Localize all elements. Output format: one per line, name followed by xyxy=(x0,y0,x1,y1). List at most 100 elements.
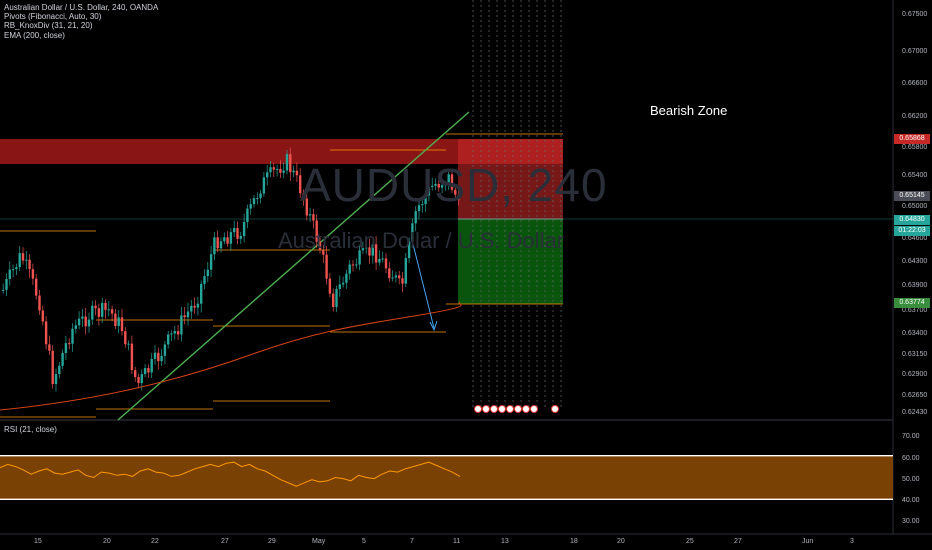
candle-body xyxy=(8,269,11,279)
candle-body xyxy=(223,237,226,242)
candle-body xyxy=(104,302,107,310)
candle-body xyxy=(256,198,259,200)
time-tick: May xyxy=(312,538,326,545)
rsi-label[interactable]: RSI (21, close) xyxy=(4,425,57,434)
candle-body xyxy=(407,241,411,259)
candle-body xyxy=(295,170,299,176)
candle-body xyxy=(246,208,249,222)
price-tick: 0.65400 xyxy=(902,172,928,179)
price-tick: 0.64300 xyxy=(902,258,928,265)
candle-body xyxy=(127,343,130,345)
candle-body xyxy=(279,168,282,173)
watermark-ticker: AUDUSD, 240 xyxy=(300,159,608,211)
rsi-tick: 60.00 xyxy=(902,455,920,462)
candle-body xyxy=(401,278,404,284)
candle-body xyxy=(2,289,5,291)
price-tick: 0.62900 xyxy=(902,371,928,378)
candle-body xyxy=(242,221,246,237)
candle-body xyxy=(368,247,371,256)
candle-body xyxy=(54,374,58,385)
candle-body xyxy=(262,177,266,194)
candle-body xyxy=(153,352,157,359)
candle-body xyxy=(94,305,97,309)
candle-body xyxy=(355,264,358,266)
candle-body xyxy=(170,333,173,335)
candle-body xyxy=(193,305,196,308)
candle-body xyxy=(348,264,351,274)
candle-body xyxy=(183,315,186,318)
candle-body xyxy=(427,186,431,196)
candle-body xyxy=(233,227,236,233)
time-tick: 29 xyxy=(268,538,276,545)
candle-body xyxy=(137,377,140,384)
rsi-line xyxy=(0,461,461,487)
candle-body xyxy=(398,275,401,279)
candle-body xyxy=(35,278,38,296)
candle-body xyxy=(173,331,176,334)
time-tick: Jun xyxy=(802,538,814,545)
candle-body xyxy=(209,254,213,270)
candle-body xyxy=(236,227,239,239)
candle-body xyxy=(414,211,417,224)
candle-body xyxy=(124,331,127,345)
indicator-knoxdiv[interactable]: RB_KnoxDiv (31, 21, 20) xyxy=(4,21,93,31)
candle-body xyxy=(147,368,150,373)
candle-body xyxy=(31,269,35,279)
candle-body xyxy=(229,232,233,244)
candle-body xyxy=(454,189,457,195)
candle-body xyxy=(11,269,15,271)
candle-body xyxy=(61,352,64,366)
candle-body xyxy=(332,293,335,307)
indicator-ema[interactable]: EMA (200, close) xyxy=(4,30,65,40)
candle-body xyxy=(134,370,137,378)
indicator-pivots[interactable]: Pivots (Fibonacci, Auto, 30) xyxy=(4,12,102,22)
candle-body xyxy=(411,223,414,242)
candle-body xyxy=(272,167,275,170)
candle-body xyxy=(110,309,114,314)
candle-body xyxy=(157,352,160,362)
candle-body xyxy=(140,374,143,384)
candle-body xyxy=(282,170,285,173)
rsi-tick: 30.00 xyxy=(902,518,920,525)
price-tick: 0.67500 xyxy=(902,11,928,18)
time-tick: 25 xyxy=(686,538,694,545)
candle-body xyxy=(315,220,318,242)
candle-body xyxy=(114,313,117,326)
price-tick: 0.63150 xyxy=(902,351,928,358)
candle-body xyxy=(97,308,101,317)
candle-body xyxy=(305,198,308,216)
candle-body xyxy=(77,318,81,326)
candle-body xyxy=(180,315,183,335)
bearish-zone-label[interactable]: Bearish Zone xyxy=(650,103,728,118)
divergence-marker xyxy=(522,405,530,413)
candle-body xyxy=(266,172,269,178)
ema-line xyxy=(0,301,462,411)
candle-body xyxy=(21,253,25,261)
candle-body xyxy=(226,237,229,244)
candle-body xyxy=(328,278,332,294)
candle-body xyxy=(41,310,44,322)
price-tick: 0.64600 xyxy=(902,235,928,242)
candle-body xyxy=(176,331,180,335)
candle-body xyxy=(374,244,378,263)
candle-body xyxy=(440,185,444,188)
time-tick: 3 xyxy=(850,538,854,545)
take-profit-zone xyxy=(458,219,563,304)
divergence-marker xyxy=(498,405,506,413)
stop-price-tag: 0.65868 xyxy=(894,134,930,144)
candle-body xyxy=(48,344,51,351)
trend-line xyxy=(117,111,470,421)
candle-body xyxy=(338,284,341,289)
candle-body xyxy=(269,167,272,173)
candle-body xyxy=(71,328,74,344)
candle-body xyxy=(358,250,361,265)
candle-body xyxy=(437,183,440,188)
time-tick: 20 xyxy=(103,538,111,545)
divergence-marker xyxy=(551,405,559,413)
symbol-header[interactable]: Australian Dollar / U.S. Dollar, 240, OA… xyxy=(4,3,159,12)
candle-body xyxy=(424,195,427,205)
price-tick: 0.65000 xyxy=(902,203,928,210)
candle-body xyxy=(308,214,312,216)
time-tick: 27 xyxy=(734,538,742,545)
